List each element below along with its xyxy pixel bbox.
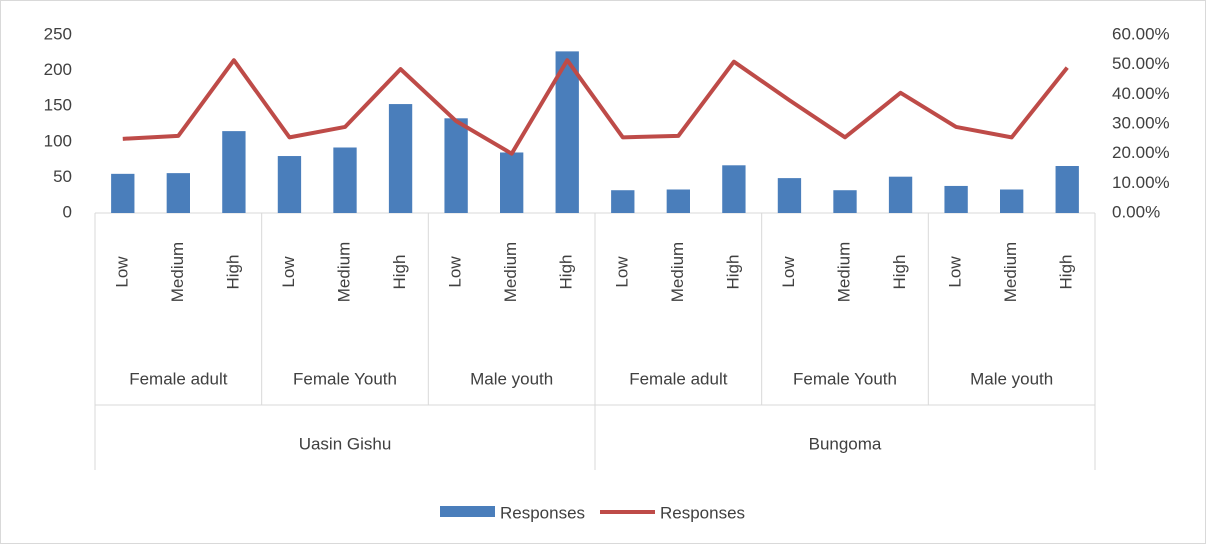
bar [1000,189,1024,213]
group-label: Male youth [470,369,553,388]
x-tick-label: High [723,255,742,290]
bar [500,152,524,213]
x-tick-label: High [390,255,409,290]
group-label: Female Youth [293,369,397,388]
y2-tick-label: 40.00% [1112,84,1170,103]
y2-tick-label: 10.00% [1112,173,1170,192]
y-tick-label: 200 [44,60,72,79]
group-label: Female adult [129,369,228,388]
bar [222,131,246,213]
bar [888,176,913,213]
x-tick-label: Low [612,256,631,288]
x-tick-label: High [1057,255,1076,290]
x-tick-label: High [223,255,242,290]
x-tick-label: Low [446,256,465,288]
y-tick-label: 100 [44,131,72,150]
y-tick-label: 50 [53,167,72,186]
legend-swatch [440,506,495,517]
line [122,58,1069,156]
region-label: Uasin Gishu [299,434,392,453]
x-tick-label: Low [279,256,298,288]
bar [444,118,468,213]
bar [333,147,357,213]
y-tick-label: 150 [44,96,72,115]
x-tick-label: Low [946,256,965,288]
group-label: Female Youth [793,369,897,388]
bar [111,173,135,213]
bar [555,51,579,213]
y2-tick-label: 50.00% [1112,54,1170,73]
bar [777,178,802,213]
x-tick-label: High [557,255,576,290]
legend-label: Responses [500,503,585,522]
bar [1055,166,1079,213]
x-tick-label: Medium [168,242,187,302]
bar [666,189,690,213]
bar [944,185,968,213]
y2-tick-label: 20.00% [1112,143,1170,162]
bar [611,190,635,213]
bar [277,156,302,213]
bar [833,190,857,213]
region-label: Bungoma [809,434,882,453]
x-tick-label: Medium [501,242,520,302]
x-tick-label: Low [112,256,131,288]
y2-tick-label: 0.00% [1112,202,1160,221]
y-tick-label: 0 [63,202,72,221]
bar [388,104,413,213]
x-tick-label: Medium [834,242,853,302]
x-tick-label: High [890,255,909,290]
bar [722,165,746,213]
legend-label: Responses [660,503,745,522]
x-tick-label: Medium [1001,242,1020,302]
y2-tick-label: 30.00% [1112,113,1170,132]
group-label: Female adult [629,369,728,388]
group-label: Male youth [970,369,1053,388]
y2-tick-label: 60.00% [1112,24,1170,43]
x-tick-label: Low [779,256,798,288]
x-tick-label: Medium [334,242,353,302]
y-tick-label: 250 [44,24,72,43]
bar [166,173,190,213]
x-tick-label: Medium [668,242,687,302]
